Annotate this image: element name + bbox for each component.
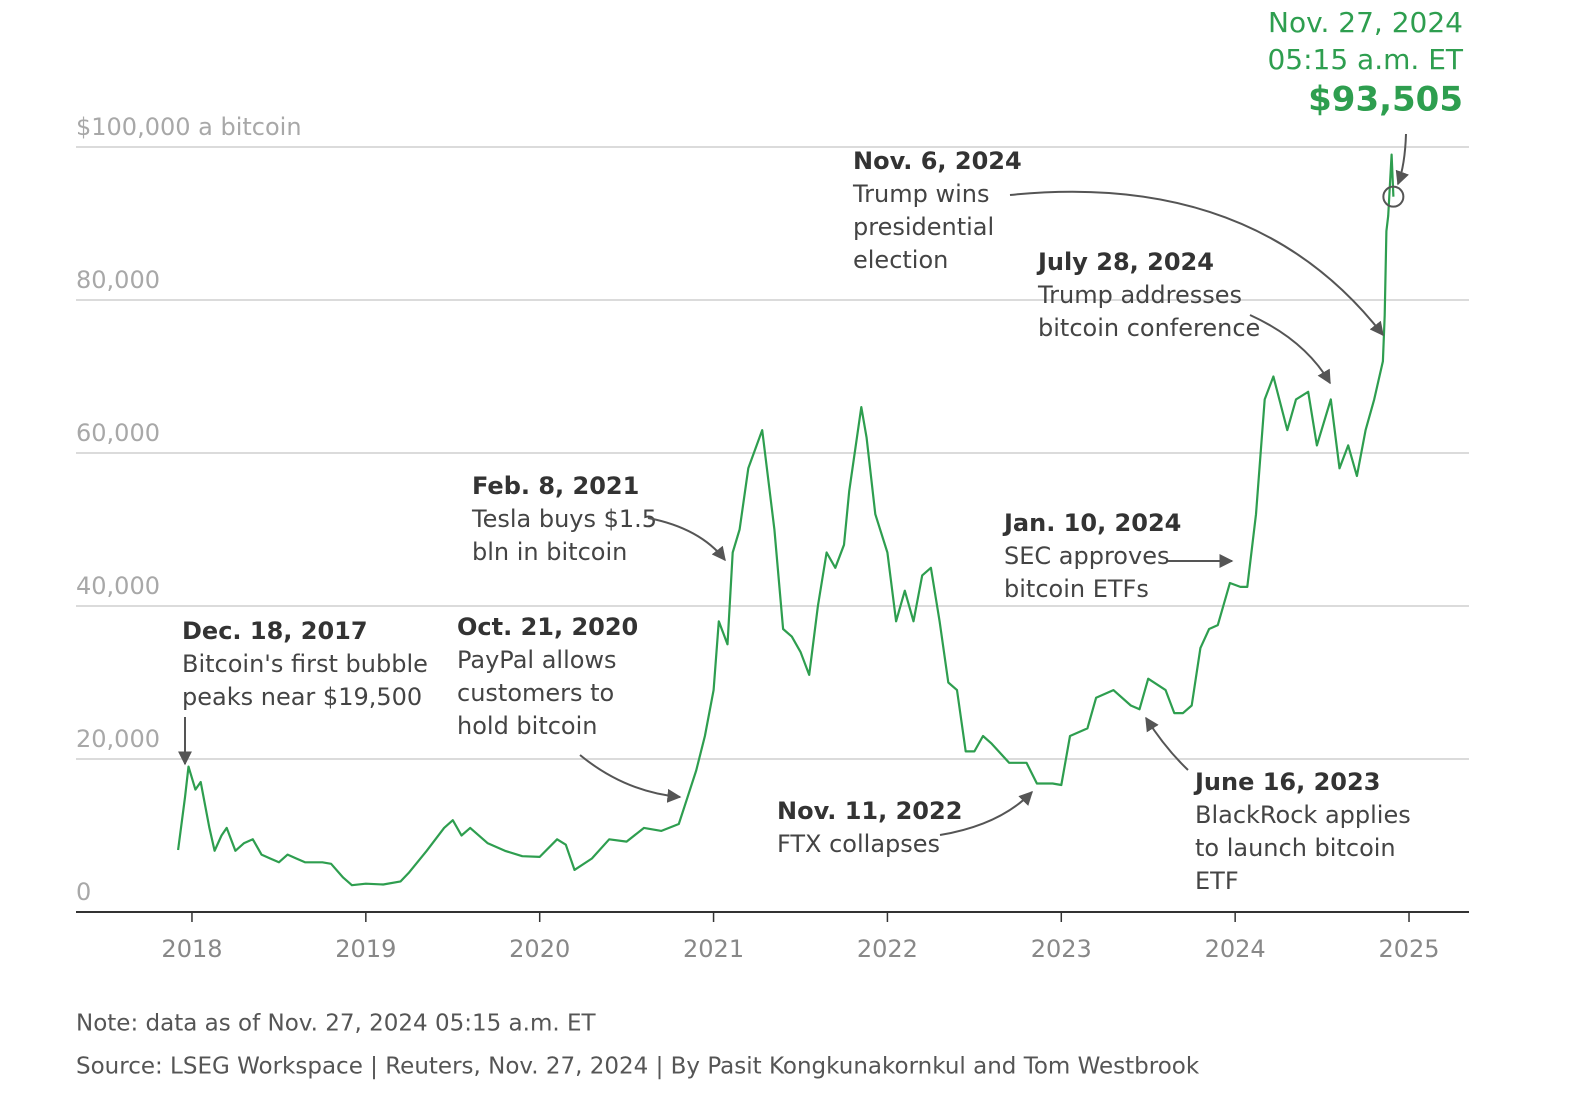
price-line — [177, 153, 1395, 887]
annotation-text: peaks near $19,500 — [182, 683, 422, 711]
y-tick-label: 80,000 — [76, 266, 160, 294]
x-tick-label: 2019 — [335, 935, 396, 963]
annotation-date: Nov. 11, 2022 — [777, 797, 962, 825]
annotation-text: Bitcoin's first bubble — [182, 650, 428, 678]
annotation-arrow — [579, 754, 682, 803]
annotation-text: election — [853, 246, 948, 274]
annotation-text: bln in bitcoin — [472, 538, 627, 566]
annotation-date: Nov. 6, 2024 — [853, 147, 1022, 175]
annotation-arrow — [1249, 314, 1331, 385]
annotation-date: Dec. 18, 2017 — [182, 617, 368, 645]
annotation-text: bitcoin conference — [1038, 314, 1260, 342]
annotation-date: Oct. 21, 2020 — [457, 613, 638, 641]
annotation-arrow — [1009, 190, 1384, 337]
annotation-text: bitcoin ETFs — [1004, 575, 1149, 603]
current-arrow — [1395, 133, 1409, 186]
x-tick-label: 2025 — [1378, 935, 1439, 963]
current-time: 05:15 a.m. ET — [1267, 43, 1463, 76]
source: Source: LSEG Workspace | Reuters, Nov. 2… — [76, 1054, 1200, 1080]
x-tick-label: 2018 — [161, 935, 222, 963]
y-tick-label: 20,000 — [76, 725, 160, 753]
note: Note: data as of Nov. 27, 2024 05:15 a.m… — [76, 1011, 597, 1037]
annotation-date: Jan. 10, 2024 — [1002, 509, 1181, 537]
y-tick-label: 60,000 — [76, 419, 160, 447]
annotation-text: to launch bitcoin — [1195, 834, 1396, 862]
annotation-date: June 16, 2023 — [1193, 768, 1380, 796]
annotation-arrow — [647, 517, 726, 562]
x-tick-label: 2023 — [1031, 935, 1092, 963]
annotation-text: ETF — [1195, 867, 1239, 895]
annotation-date: July 28, 2024 — [1036, 248, 1214, 276]
y-tick-label: 40,000 — [76, 572, 160, 600]
annotation-text: customers to — [457, 679, 614, 707]
annotation-text: FTX collapses — [777, 830, 940, 858]
annotation-text: Trump wins — [852, 180, 989, 208]
annotation-arrow — [939, 790, 1033, 836]
y-tick-label: 0 — [76, 878, 91, 906]
x-tick-label: 2022 — [857, 935, 918, 963]
x-tick-label: 2021 — [683, 935, 744, 963]
annotation-arrow — [1145, 716, 1189, 771]
current-date: Nov. 27, 2024 — [1268, 6, 1463, 39]
annotation-text: SEC approves — [1004, 542, 1169, 570]
annotation-date: Feb. 8, 2021 — [472, 472, 639, 500]
current-marker — [1382, 185, 1405, 208]
annotation-text: presidential — [853, 213, 994, 241]
current-value: $93,505 — [1308, 80, 1463, 120]
x-tick-label: 2024 — [1205, 935, 1266, 963]
annotation-text: BlackRock applies — [1195, 801, 1411, 829]
annotation-text: hold bitcoin — [457, 712, 598, 740]
x-tick-label: 2020 — [509, 935, 570, 963]
annotation-text: Trump addresses — [1037, 281, 1242, 309]
annotation-text: Tesla buys $1.5 — [471, 505, 657, 533]
y-tick-label: $100,000 a bitcoin — [76, 113, 302, 141]
annotation-text: PayPal allows — [457, 646, 617, 674]
